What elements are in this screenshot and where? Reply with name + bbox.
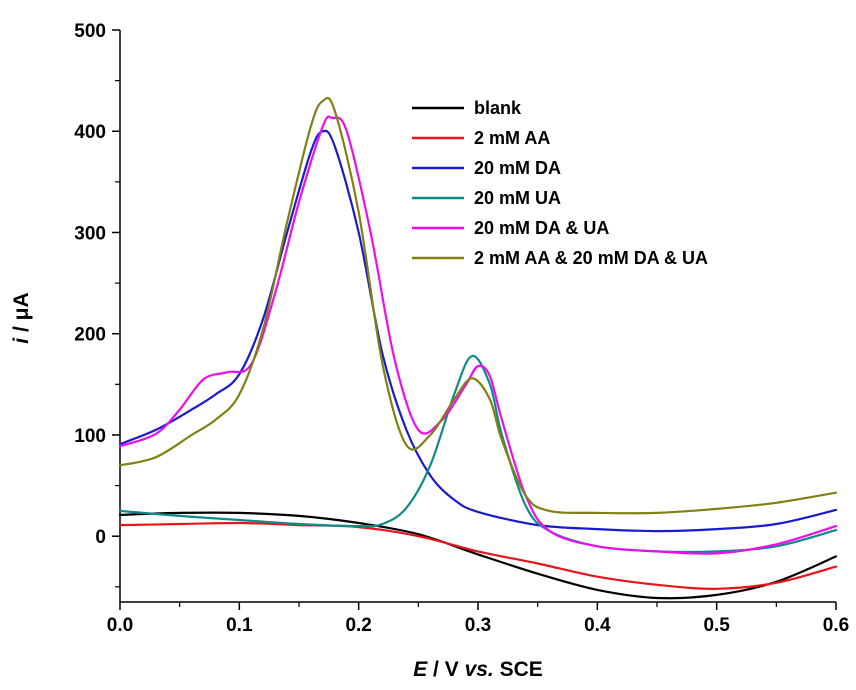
series-line-6	[118, 96, 838, 515]
x-tick-label: 0.4	[584, 615, 611, 636]
x-tick-label: 0.5	[703, 615, 730, 636]
x-tick-label: 0.6	[823, 615, 849, 636]
x-axis-unit: / V	[427, 658, 464, 681]
y-tick-label: 100	[74, 426, 106, 447]
x-axis-ref: SCE	[494, 658, 543, 681]
x-axis-note: vs.	[465, 658, 494, 681]
legend-label: 20 mM DA	[474, 158, 561, 178]
y-tick-label: 500	[74, 21, 106, 42]
x-tick-label: 0.1	[226, 615, 253, 636]
y-tick-label: 300	[74, 223, 106, 244]
series-line-2	[118, 521, 838, 590]
y-axis-variable: i	[10, 337, 33, 344]
series-line-5	[118, 115, 838, 555]
legend-label: 20 mM UA	[474, 188, 561, 208]
axes: 0.0 0.1 0.2 0.3 0.4 0.5 0.6 0 100 200 300 400 500	[74, 21, 849, 636]
x-tick-label: 0.3	[465, 615, 491, 636]
legend-label: 20 mM DA & UA	[474, 218, 609, 238]
x-tick-label: 0.0	[107, 615, 133, 636]
y-axis-title: i / μA	[10, 292, 33, 343]
legend-label: 2 mM AA & 20 mM DA & UA	[474, 248, 708, 268]
x-tick-label: 0.2	[345, 615, 371, 636]
y-axis-unit: / μA	[10, 292, 33, 338]
y-tick-label: 400	[74, 122, 106, 143]
legend-label: blank	[474, 98, 522, 118]
series-line-3	[118, 129, 838, 533]
plot-lines	[118, 96, 838, 600]
x-axis-title: E / V vs. SCE	[413, 658, 543, 681]
y-tick-label: 0	[95, 527, 106, 548]
legend: blank 2 mM AA 20 mM DA 20 mM UA 20 mM DA & U…	[412, 98, 708, 268]
x-axis-variable: E	[413, 658, 428, 681]
y-tick-label: 200	[74, 325, 106, 346]
legend-label: 2 mM AA	[474, 128, 550, 148]
series-line-1	[118, 511, 838, 600]
